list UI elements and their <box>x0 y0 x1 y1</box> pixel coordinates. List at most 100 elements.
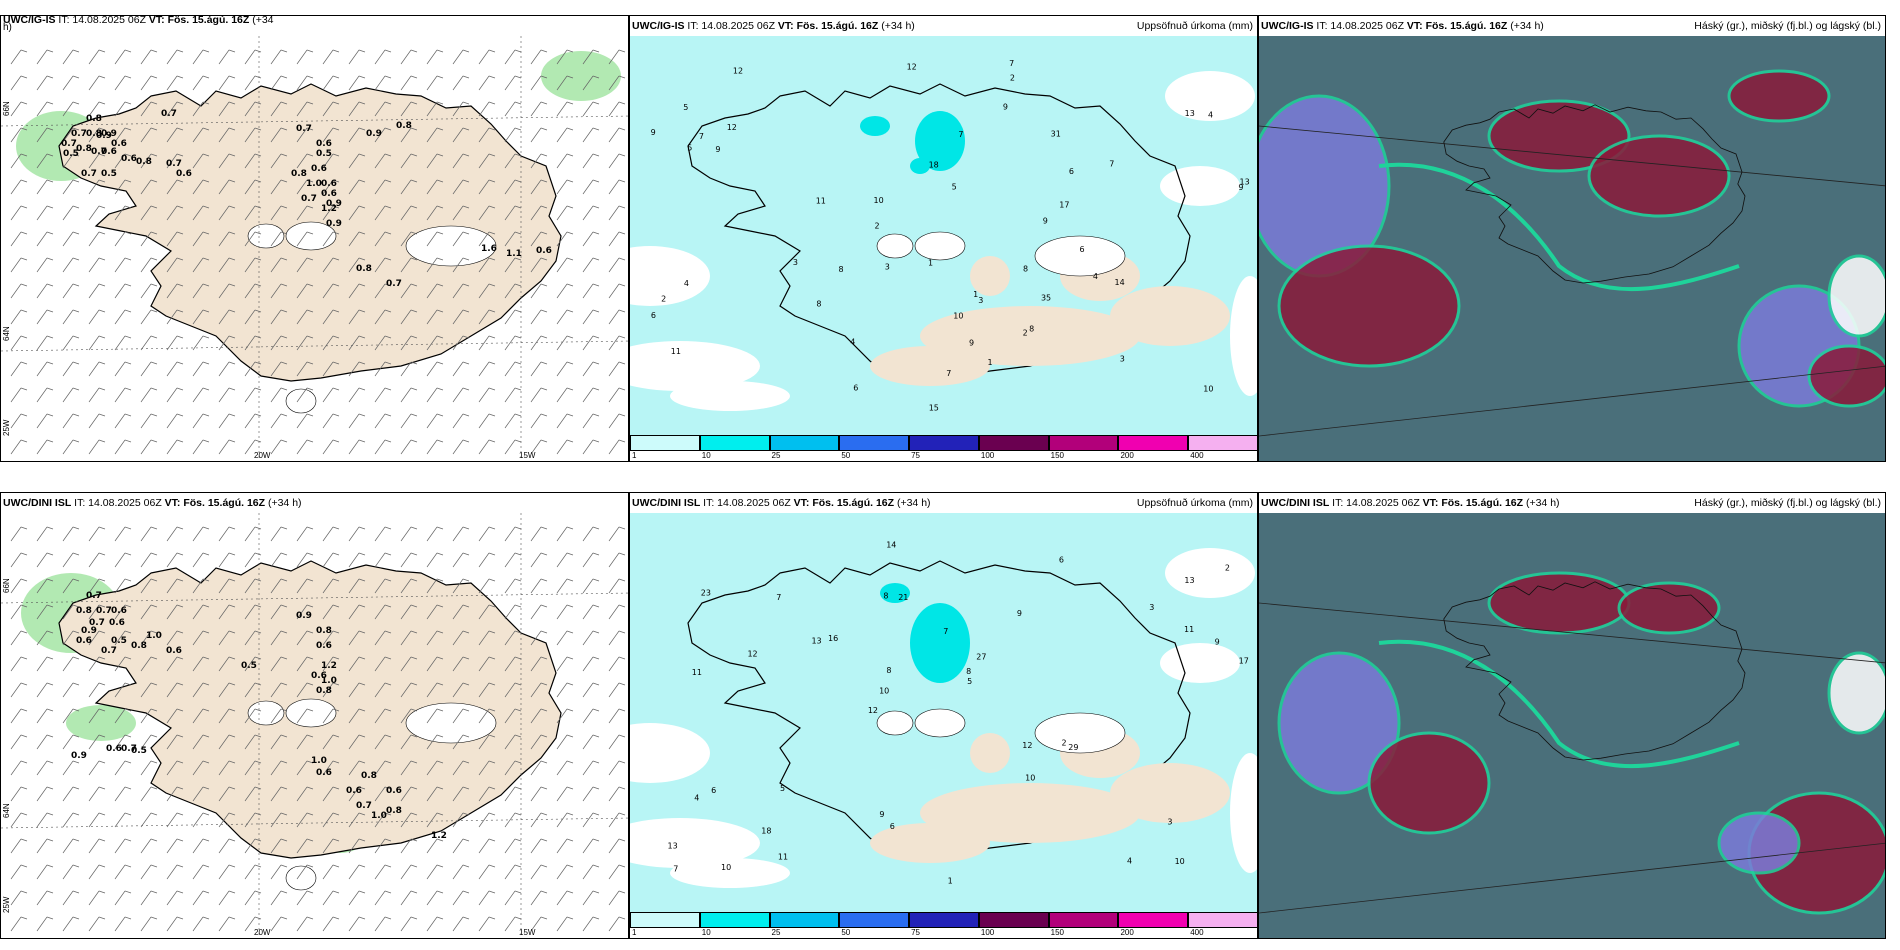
wind-barb <box>88 309 106 325</box>
precip-value-label: 7 <box>776 593 781 602</box>
wind-barb <box>374 890 392 906</box>
precip-value-label: 12 <box>868 706 878 715</box>
wind-barb <box>478 526 496 542</box>
wind-barb <box>608 890 626 906</box>
low-precip-land <box>970 733 1010 773</box>
wind-barb <box>166 439 184 455</box>
wind-barb <box>478 309 496 325</box>
wind-barb <box>244 49 262 65</box>
wind-barb <box>322 604 340 620</box>
wind-barb <box>478 604 496 620</box>
scale-tick-label: 50 <box>841 928 851 937</box>
precip-value-label: 2 <box>1023 329 1028 338</box>
scale-tick-label: 10 <box>701 451 711 460</box>
wind-barb <box>530 864 548 880</box>
wind-barb <box>192 890 210 906</box>
panel-header: UWC/IG-IS IT: 14.08.2025 06Z VT: Fös. 15… <box>1259 16 1885 36</box>
wind-barb <box>36 656 54 672</box>
wind-barb <box>582 127 600 143</box>
precip-value-label: 9 <box>879 810 884 819</box>
wind-barb <box>296 604 314 620</box>
valid-time-label: VT: <box>777 20 794 32</box>
wind-barb <box>374 630 392 646</box>
wind-barb <box>270 786 288 802</box>
no-precip-area <box>630 818 760 868</box>
wind-barb <box>10 439 28 455</box>
wind-barb <box>88 231 106 247</box>
wind-barb <box>218 75 236 91</box>
precip-value-label: 35 <box>1041 293 1051 302</box>
precip-value-label: 7 <box>943 627 948 636</box>
wind-barb <box>10 552 28 568</box>
wind-barb <box>400 127 418 143</box>
wind-barb <box>10 257 28 273</box>
wind-barb <box>296 708 314 724</box>
wind-barb <box>244 387 262 403</box>
precip-value-label: 7 <box>1009 59 1014 68</box>
wind-barb <box>582 75 600 91</box>
precip-value-label: 8 <box>886 666 891 675</box>
wind-barb <box>556 439 574 455</box>
wind-speed-label: 0.6 <box>321 179 337 189</box>
precip-value-label: 11 <box>671 347 681 356</box>
scale-tick-label: 25 <box>771 451 781 460</box>
border-line <box>1259 365 1885 437</box>
wind-barb <box>582 760 600 776</box>
wind-barb <box>348 578 366 594</box>
wind-layer: 0.70.8 0.7 0.60.7 0.60.9 1.00.6 0.50.60.80.70… <box>1 513 628 938</box>
wind-barb <box>270 864 288 880</box>
wind-barb <box>218 552 236 568</box>
precip-value-label: 6 <box>890 822 895 831</box>
precip-layer: 2789131110967810912133451831351514171291… <box>630 36 1257 438</box>
wind-barb <box>10 578 28 594</box>
wind-speed-label: 0.6 <box>106 744 122 754</box>
wind-barb <box>478 179 496 195</box>
wind-barb <box>88 604 106 620</box>
wind-barb <box>582 439 600 455</box>
wind-barb <box>426 890 444 906</box>
wind-barb <box>504 49 522 65</box>
precip-value-label: 3 <box>885 263 890 272</box>
wind-speed-label: 0.5 <box>101 169 117 179</box>
wind-barb <box>296 526 314 542</box>
wind-barb <box>296 864 314 880</box>
wind-speed-label: 0.6 <box>316 768 332 778</box>
wind-barb <box>426 526 444 542</box>
wind-barb <box>478 656 496 672</box>
wind-barb <box>452 812 470 828</box>
wind-barb <box>62 413 80 429</box>
cloud-layer <box>1259 513 1885 938</box>
wind-barb <box>244 890 262 906</box>
wind-barb <box>530 682 548 698</box>
precip-value-label: 7 <box>673 865 678 874</box>
wind-barb <box>62 786 80 802</box>
wind-barb <box>556 812 574 828</box>
wind-barb <box>296 838 314 854</box>
wind-barb <box>36 760 54 776</box>
wind-barb <box>140 526 158 542</box>
wind-barb <box>478 335 496 351</box>
wind-barb <box>322 786 340 802</box>
wind-barb <box>62 630 80 646</box>
wind-barb <box>348 786 366 802</box>
wind-barb <box>452 179 470 195</box>
low-precip-land <box>870 346 990 386</box>
precip-value-label: 12 <box>1022 741 1032 750</box>
wind-barb <box>374 864 392 880</box>
wind-barb <box>192 630 210 646</box>
wind-barb <box>296 309 314 325</box>
wind-barb <box>452 890 470 906</box>
wind-barb <box>244 630 262 646</box>
wind-barb <box>504 682 522 698</box>
wind-barb <box>62 283 80 299</box>
wind-barb <box>62 75 80 91</box>
wind-speed-label: 0.8 <box>356 264 372 274</box>
wind-barb <box>322 75 340 91</box>
wind-speed-label: 1.2 <box>321 204 337 214</box>
wind-barb <box>400 812 418 828</box>
wind-barb <box>426 101 444 117</box>
wind-barb <box>322 838 340 854</box>
wind-barb <box>608 179 626 195</box>
wind-barb <box>374 309 392 325</box>
wind-barb <box>192 101 210 117</box>
